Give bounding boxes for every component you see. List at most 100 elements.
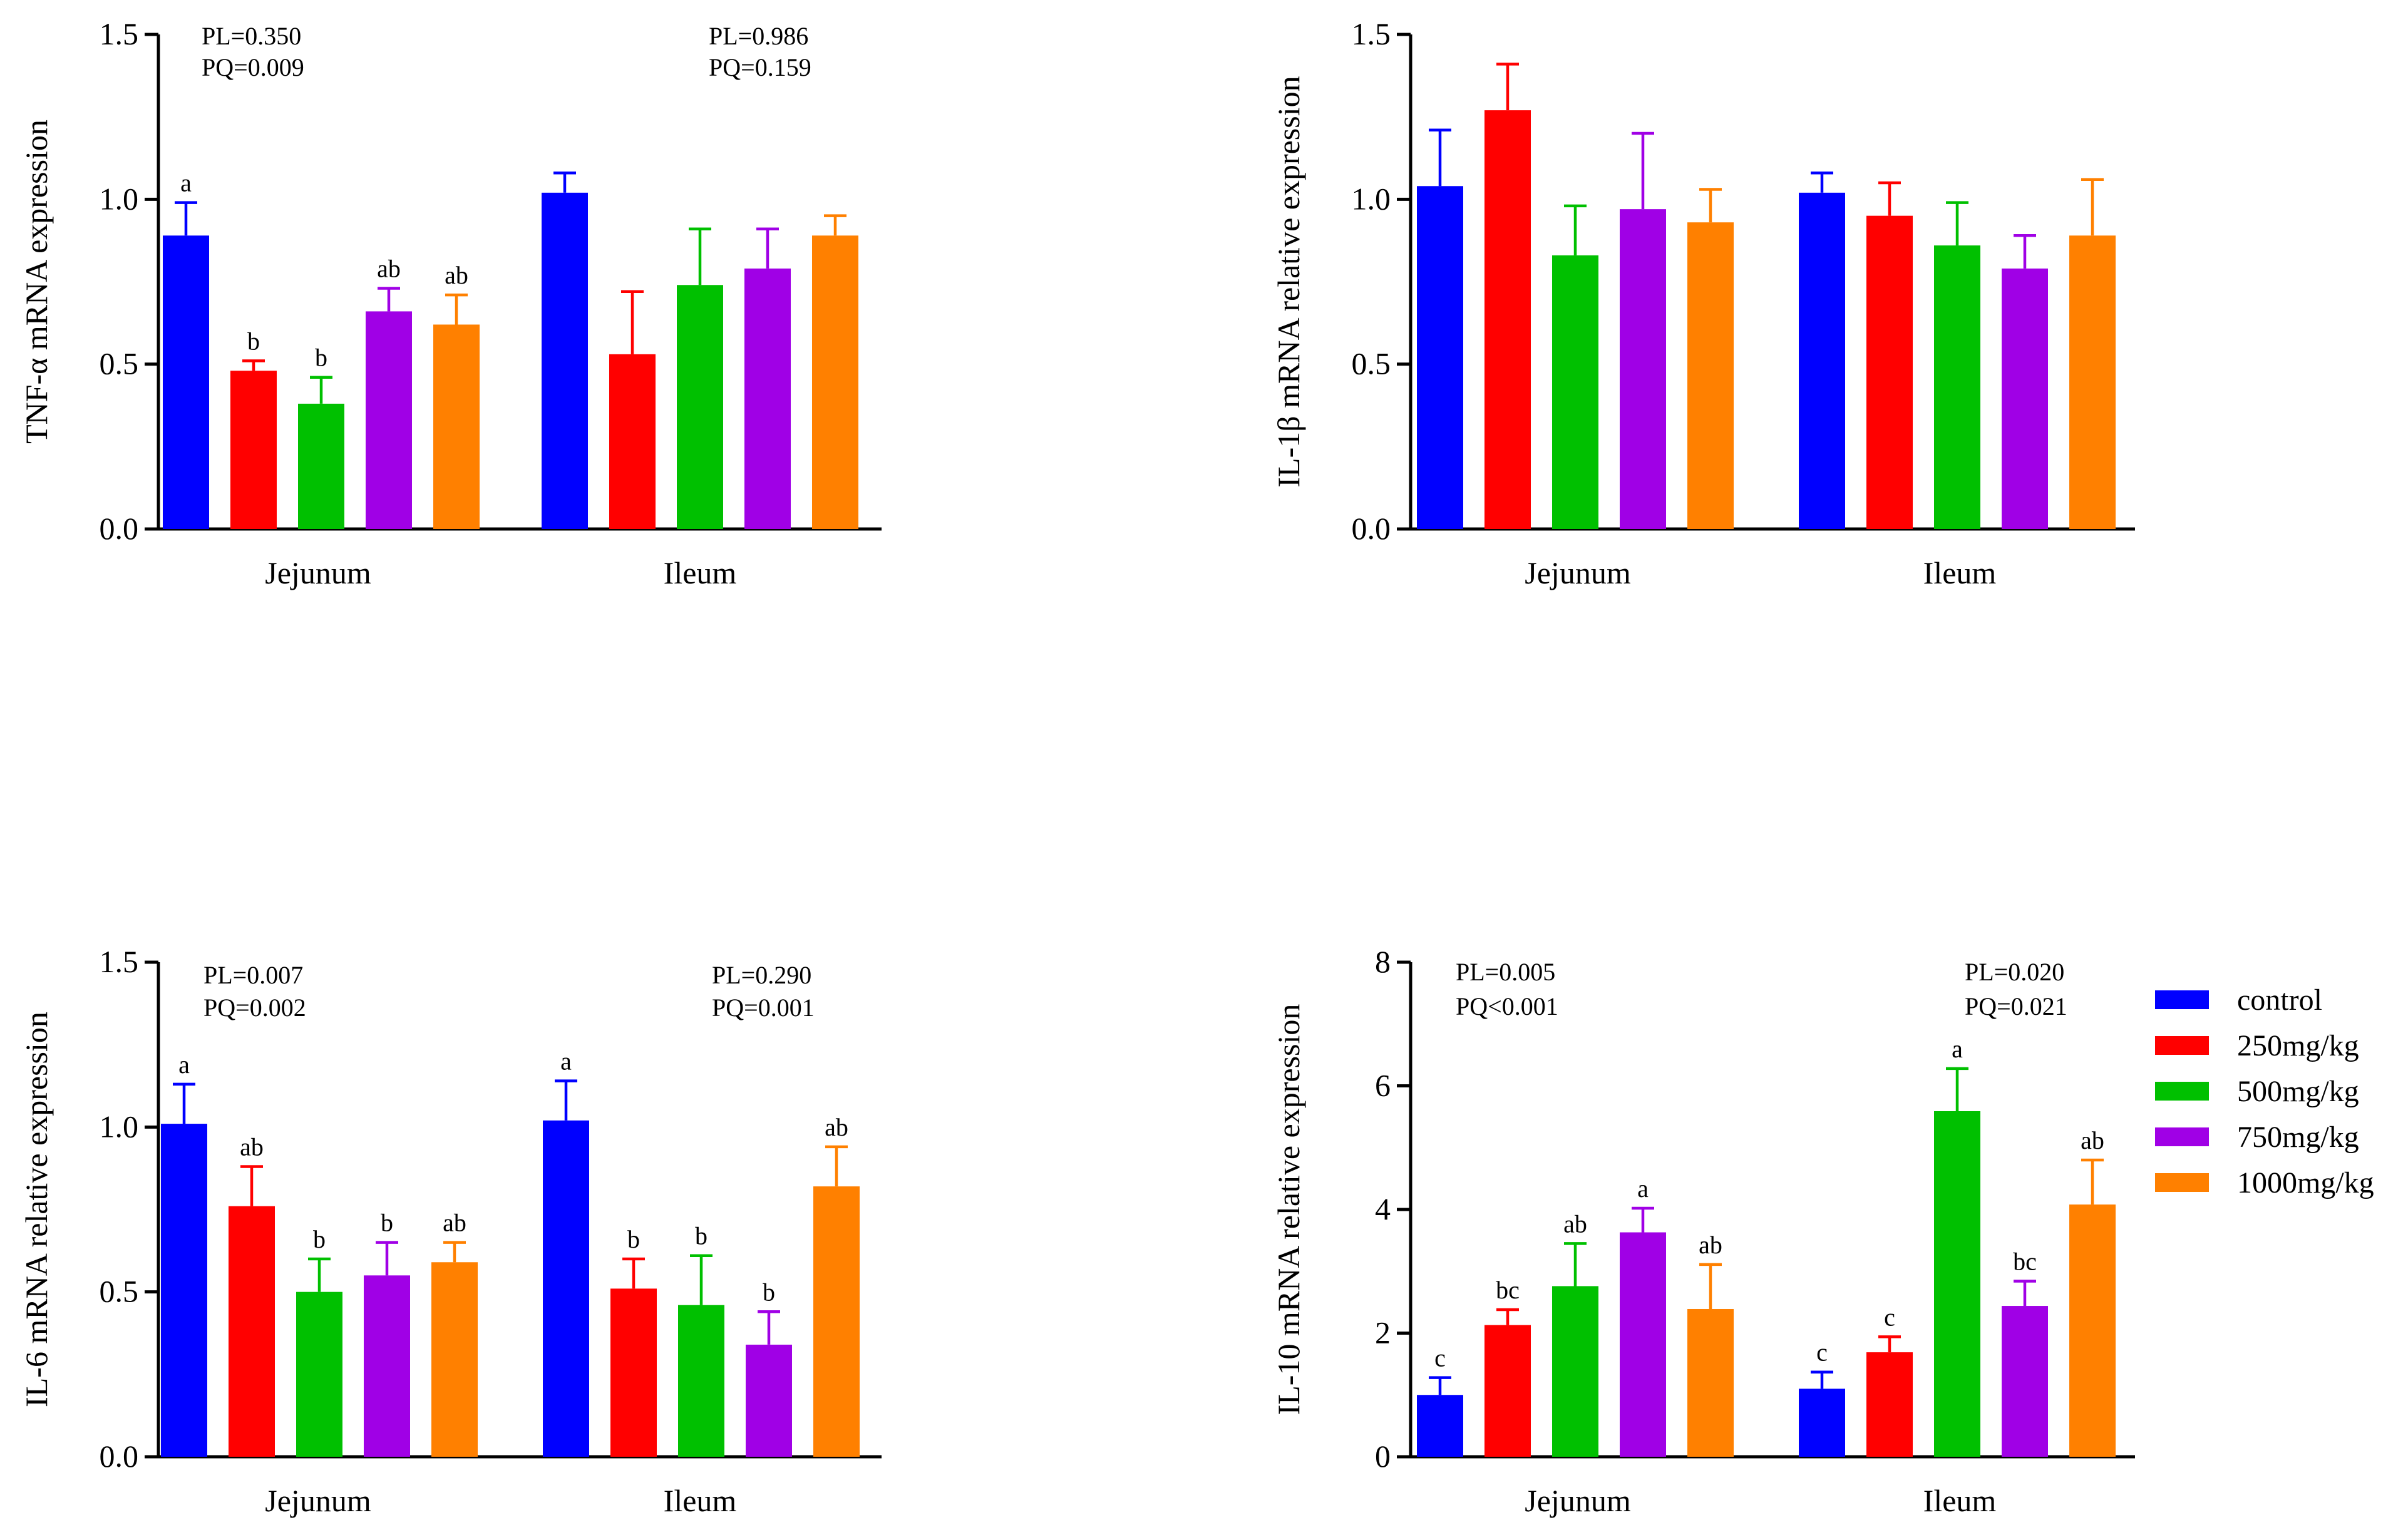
legend-label: 750mg/kg [2237,1121,2359,1154]
significance-letter: a [560,1047,572,1076]
p-linear-label: PL=0.290 [712,961,811,989]
y-tick-label: 1.0 [100,181,139,216]
y-tick-label: 8 [1375,944,1391,979]
legend: control 250mg/kg 500mg/kg 750mg/kg 1000mg/kg [2155,983,2374,1199]
bar [229,1206,275,1457]
y-tick-label: 0.5 [100,1274,139,1309]
legend-label: 250mg/kg [2237,1029,2359,1062]
p-linear-label: PL=0.350 [202,22,301,50]
y-tick-label: 1.0 [1352,181,1391,216]
y-tick-label: 0 [1375,1439,1391,1474]
y-tick-label: 0.5 [100,346,139,381]
bar [1620,1232,1666,1457]
legend-label: control [2237,983,2322,1017]
bar [161,1124,207,1457]
y-tick-label: 1.5 [1352,16,1391,51]
p-quadratic-label: PQ=0.159 [709,53,811,81]
significance-letter: b [763,1278,775,1306]
significance-letter: a [180,169,192,197]
il-10-chart: 0 2 4 6 8 IL-10 mRNA relative expression c c bc c… [1271,944,2135,1518]
y-axis-title: IL-10 mRNA relative expression [1271,1004,1306,1415]
y-axis-title: TNF-α mRNA expression [19,120,54,444]
significance-letter: a [1637,1174,1649,1203]
bar [746,1344,792,1457]
significance-letter: b [313,1225,326,1253]
significance-letter: c [1884,1303,1895,1331]
x-category-label: Ileum [664,555,737,590]
y-tick-label: 1.5 [100,944,139,979]
p-quadratic-label: PQ<0.001 [1456,992,1558,1020]
bar [813,1186,860,1457]
significance-letter: ab [240,1133,264,1161]
legend-label: 1000mg/kg [2237,1166,2374,1199]
significance-letter: bc [2013,1248,2037,1276]
bar [2069,1204,2116,1457]
bar [609,354,656,529]
significance-letter: b [247,327,260,355]
bar [296,1291,342,1457]
il-6-chart: 0.0 0.5 1.0 1.5 IL-6 mRNA relative expressio… [19,944,882,1518]
p-linear-label: PL=0.007 [203,961,303,989]
bar [1799,192,1845,529]
y-tick-label: 0.0 [100,1439,139,1474]
legend-swatch [2155,1036,2209,1055]
bar [1866,215,1913,529]
significance-letter: b [315,344,327,372]
bar [1552,255,1598,529]
bar [2002,268,2048,529]
p-linear-label: PL=0.986 [709,22,808,50]
bar [433,324,480,529]
significance-letter: ab [443,1209,466,1237]
significance-letter: bc [1496,1276,1520,1304]
significance-letter: ab [1699,1231,1722,1259]
bar [1484,110,1531,530]
legend-swatch [2155,990,2209,1009]
bar [1687,222,1734,529]
bar [677,285,723,529]
bar [678,1305,724,1457]
significance-letter: a [178,1050,190,1079]
bar [543,1120,589,1457]
p-linear-label: PL=0.005 [1456,958,1555,986]
x-category-label: Ileum [664,1483,737,1518]
x-category-label: Jejunum [265,555,371,590]
bar [1934,245,1980,529]
bar [1552,1286,1598,1457]
y-axis-title: IL-6 mRNA relative expression [19,1012,54,1407]
significance-letter: b [695,1222,707,1250]
significance-letter: ab [377,255,401,283]
bar [2002,1306,2048,1457]
significance-letter: b [627,1225,640,1253]
legend-swatch [2155,1082,2209,1101]
y-tick-label: 1.0 [100,1109,139,1144]
bar [1866,1352,1913,1457]
x-category-label: Ileum [1923,555,1997,590]
y-tick-label: 4 [1375,1191,1391,1226]
bar [1417,1395,1463,1457]
significance-letter: c [1434,1344,1446,1372]
y-tick-label: 0.0 [1352,511,1391,546]
bar [812,235,858,529]
bar [744,268,791,529]
y-tick-label: 0.5 [1352,346,1391,381]
significance-letter: a [1952,1035,1963,1063]
il-1beta-chart: 0.0 0.5 1.0 1.5 IL-1β mRNA relative expressi… [1271,16,2135,590]
significance-letter: ab [1563,1209,1587,1238]
significance-letter: c [1816,1338,1828,1367]
bar [2069,235,2116,529]
bar [230,371,277,529]
y-tick-label: 2 [1375,1315,1391,1350]
x-category-label: Jejunum [1525,555,1631,590]
y-axis-title: IL-1β mRNA relative expression [1271,76,1306,487]
x-category-label: Jejunum [1525,1483,1631,1518]
p-quadratic-label: PQ=0.002 [203,993,306,1022]
significance-letter: b [381,1209,393,1237]
x-category-label: Jejunum [265,1483,371,1518]
significance-letter: ab [825,1113,848,1141]
bar [542,192,588,529]
bar [1620,209,1666,529]
significance-letter: ab [445,261,468,289]
bar [1484,1325,1531,1457]
